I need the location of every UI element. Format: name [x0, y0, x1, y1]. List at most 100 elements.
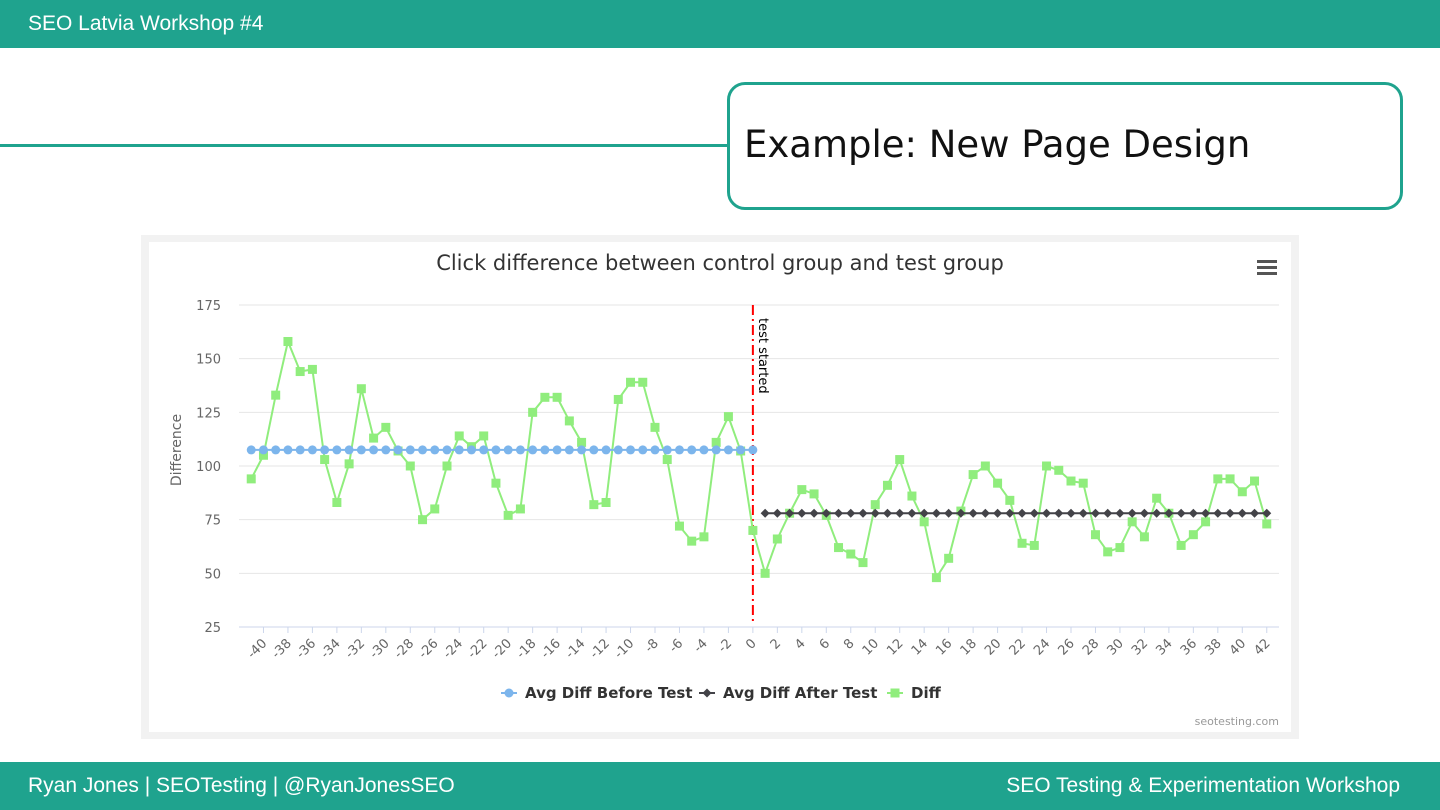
data-point: [662, 455, 672, 465]
x-tick-label: 20: [982, 636, 1004, 658]
legend-label: Diff: [911, 684, 942, 702]
x-tick-label: 4: [792, 636, 808, 652]
x-tick-label: 10: [860, 636, 882, 658]
data-point: [540, 392, 550, 402]
data-point: [723, 412, 733, 422]
data-point: [1005, 508, 1015, 518]
data-point: [1201, 517, 1211, 527]
legend-item[interactable]: Avg Diff Before Test: [501, 684, 693, 702]
data-point: [797, 508, 807, 518]
x-tick-label: 18: [958, 636, 980, 658]
data-point: [1078, 478, 1088, 488]
data-point: [687, 536, 697, 546]
data-point: [638, 445, 648, 455]
data-point: [564, 445, 574, 455]
data-point: [1250, 476, 1260, 486]
header-bar: SEO Latvia Workshop #4: [0, 0, 1440, 48]
data-point: [295, 445, 305, 455]
x-tick-label: -14: [563, 636, 589, 662]
data-point: [674, 521, 684, 531]
data-point: [356, 445, 366, 455]
data-point: [834, 543, 844, 553]
chart-credits[interactable]: seotesting.com: [1195, 715, 1279, 728]
data-point: [1078, 508, 1088, 518]
slide-title-box: Example: New Page Design: [727, 82, 1403, 210]
data-point: [674, 445, 684, 455]
data-point: [919, 517, 929, 527]
data-point: [515, 445, 525, 455]
data-point: [381, 445, 391, 455]
x-tick-label: 36: [1178, 636, 1200, 658]
legend-item[interactable]: Avg Diff After Test: [699, 684, 877, 702]
data-point: [882, 480, 892, 490]
chart-container: Click difference between control group a…: [149, 242, 1291, 732]
data-point: [369, 433, 379, 443]
data-point: [980, 461, 990, 471]
data-point: [258, 450, 268, 460]
data-point: [956, 508, 966, 518]
legend-symbol: [504, 688, 514, 698]
data-point: [907, 491, 917, 501]
data-point: [748, 525, 758, 535]
data-point: [662, 445, 672, 455]
x-tick-label: 12: [884, 636, 906, 658]
data-point: [882, 508, 892, 518]
data-point: [258, 445, 268, 455]
x-tick-label: -12: [587, 636, 613, 662]
data-point: [454, 431, 464, 441]
x-tick-label: -6: [667, 636, 687, 656]
hamburger-menu-icon[interactable]: [1257, 260, 1277, 275]
legend-label: Avg Diff After Test: [723, 684, 877, 702]
title-divider: [0, 144, 730, 147]
data-point: [858, 508, 868, 518]
data-point: [772, 534, 782, 544]
workshop-title: SEO Latvia Workshop #4: [28, 12, 264, 35]
y-axis-labels: 25 50 75 100 125 150 175: [196, 299, 221, 636]
x-tick-label: -10: [612, 636, 638, 662]
data-point: [613, 394, 623, 404]
x-tick-label: -34: [318, 636, 344, 662]
data-point: [638, 377, 648, 387]
data-point: [1152, 493, 1162, 503]
footer-author: Ryan Jones | SEOTesting | @RyanJonesSEO: [28, 774, 455, 797]
data-point: [1250, 508, 1260, 518]
y-tick-label: 150: [196, 353, 221, 368]
x-tick-label: 26: [1056, 636, 1078, 658]
legend-label: Avg Diff Before Test: [525, 684, 693, 702]
data-point: [295, 367, 305, 377]
data-point: [577, 445, 587, 455]
data-point: [405, 445, 415, 455]
data-point: [870, 500, 880, 510]
data-point: [650, 422, 660, 432]
x-tick-label: -4: [691, 636, 711, 656]
data-point: [344, 445, 354, 455]
data-point: [944, 553, 954, 563]
data-point: [1127, 517, 1137, 527]
data-point: [919, 508, 929, 518]
data-point: [442, 445, 452, 455]
data-point: [748, 445, 758, 455]
data-point: [626, 445, 636, 455]
data-point: [980, 508, 990, 518]
data-point: [564, 416, 574, 426]
data-point: [515, 504, 525, 514]
x-tick-label: 28: [1080, 636, 1102, 658]
x-tick-label: -36: [294, 636, 320, 662]
data-point: [993, 478, 1003, 488]
data-point: [454, 445, 464, 455]
data-point: [320, 455, 330, 465]
chart-legend: Avg Diff Before Test Avg Diff After Test D…: [501, 684, 942, 702]
legend-item[interactable]: Diff: [887, 684, 942, 702]
x-tick-label: 38: [1202, 636, 1224, 658]
data-point: [1017, 508, 1027, 518]
x-tick-label: 22: [1007, 636, 1029, 658]
chart-frame: Click difference between control group a…: [141, 235, 1299, 739]
data-point: [393, 445, 403, 455]
data-point: [430, 504, 440, 514]
data-point: [846, 549, 856, 559]
data-point: [1213, 474, 1223, 484]
series-layer: [246, 336, 1272, 583]
y-tick-label: 175: [196, 299, 221, 314]
data-point: [1054, 465, 1064, 475]
data-point: [320, 445, 330, 455]
